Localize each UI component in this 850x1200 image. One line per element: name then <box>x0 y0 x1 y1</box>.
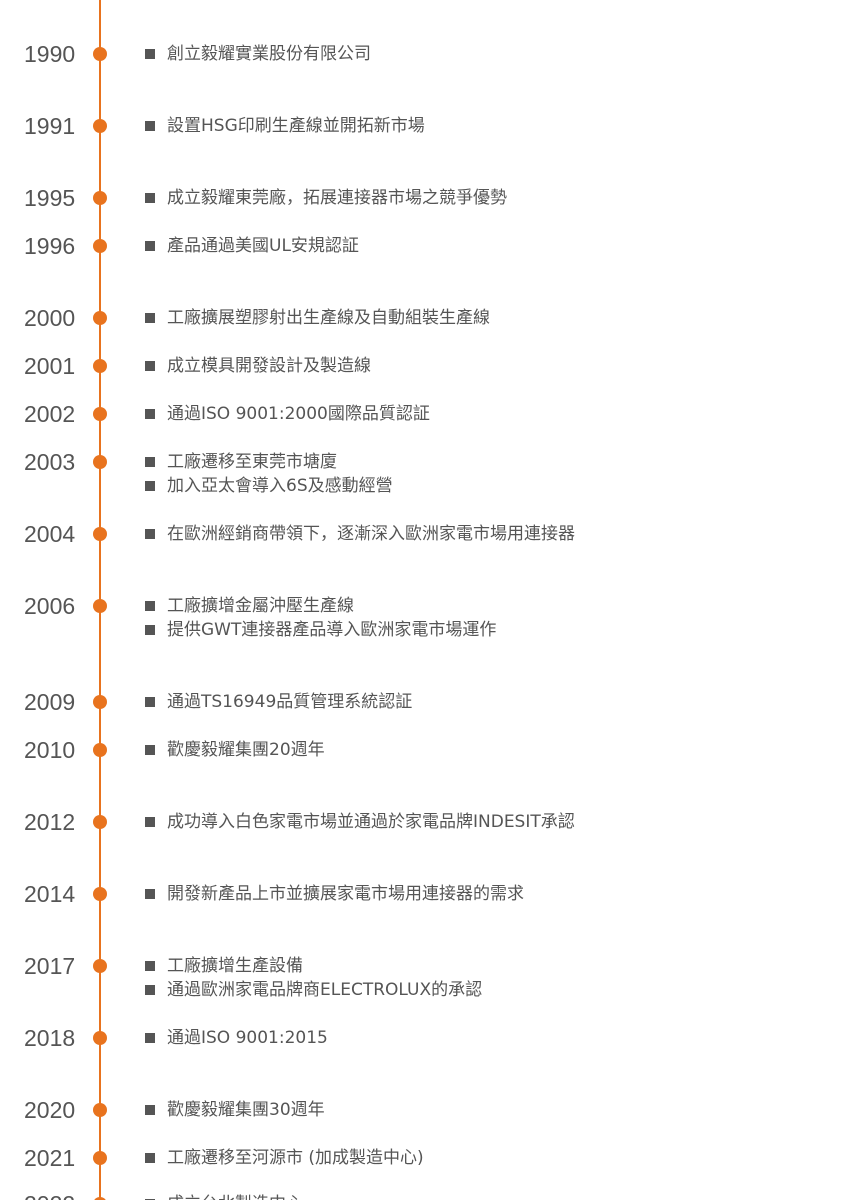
timeline-dot <box>93 1031 107 1045</box>
timeline-dot <box>93 815 107 829</box>
timeline-dot <box>93 455 107 469</box>
timeline-item-list: 工廠擴增金屬沖壓生產線 提供GWT連接器產品導入歐洲家電市場運作 <box>145 594 496 642</box>
timeline-year: 1990 <box>24 41 76 67</box>
timeline-item-list: 通過ISO 9001:2000國際品質認証 <box>145 402 430 426</box>
timeline-item: 通過ISO 9001:2000國際品質認証 <box>145 402 430 426</box>
timeline-dot <box>93 959 107 973</box>
timeline-year: 2010 <box>24 737 76 763</box>
timeline-item: 創立毅耀實業股份有限公司 <box>145 42 371 66</box>
timeline-item: 設置HSG印刷生產線並開拓新市場 <box>145 114 425 138</box>
timeline-dot <box>93 527 107 541</box>
timeline-item-list: 成立台北製造中心 <box>145 1192 303 1200</box>
timeline-item-list: 工廠遷移至東莞市塘廈 加入亞太會導入6S及感動經營 <box>145 450 393 498</box>
timeline-item: 工廠遷移至東莞市塘廈 <box>145 450 393 474</box>
timeline-dot <box>93 239 107 253</box>
timeline-item: 成立模具開發設計及製造線 <box>145 354 371 378</box>
timeline-year: 2021 <box>24 1145 76 1171</box>
timeline-year: 2009 <box>24 689 76 715</box>
timeline-dot <box>93 1151 107 1165</box>
timeline-item: 歡慶毅耀集團30週年 <box>145 1098 325 1122</box>
timeline-item: 通過TS16949品質管理系統認証 <box>145 690 412 714</box>
timeline-item-list: 歡慶毅耀集團30週年 <box>145 1098 325 1122</box>
timeline-item-list: 成立模具開發設計及製造線 <box>145 354 371 378</box>
timeline-dot <box>93 887 107 901</box>
timeline-item: 加入亞太會導入6S及感動經營 <box>145 474 393 498</box>
timeline-year: 2022 <box>24 1192 75 1200</box>
timeline-item: 開發新產品上市並擴展家電市場用連接器的需求 <box>145 882 524 906</box>
timeline-item: 歡慶毅耀集團20週年 <box>145 738 325 762</box>
timeline-item-list: 通過ISO 9001:2015 <box>145 1026 328 1050</box>
timeline-item-list: 設置HSG印刷生產線並開拓新市場 <box>145 114 425 138</box>
timeline-item-list: 產品通過美國UL安規認証 <box>145 234 359 258</box>
timeline-dot <box>93 743 107 757</box>
timeline-year: 1996 <box>24 233 76 259</box>
timeline-year: 2012 <box>24 809 76 835</box>
timeline-dot <box>93 119 107 133</box>
timeline-item-list: 在歐洲經銷商帶領下，逐漸深入歐洲家電市場用連接器 <box>145 522 575 546</box>
timeline-item: 工廠遷移至河源市 (加成製造中心) <box>145 1146 424 1170</box>
timeline-dot <box>93 599 107 613</box>
timeline-dot <box>93 407 107 421</box>
timeline-year: 2017 <box>24 953 76 979</box>
timeline-year: 2004 <box>24 521 76 547</box>
timeline-item-list: 工廠遷移至河源市 (加成製造中心) <box>145 1146 424 1170</box>
timeline-item: 產品通過美國UL安規認証 <box>145 234 359 258</box>
timeline-year: 2003 <box>24 449 76 475</box>
timeline-dot <box>93 47 107 61</box>
timeline-year: 1995 <box>24 185 76 211</box>
timeline-item-list: 成立毅耀東莞廠，拓展連接器市場之競爭優勢 <box>145 186 507 210</box>
timeline-item: 通過歐洲家電品牌商ELECTROLUX的承認 <box>145 978 482 1002</box>
timeline-item-list: 創立毅耀實業股份有限公司 <box>145 42 371 66</box>
timeline-item-list: 工廠擴增生產設備 通過歐洲家電品牌商ELECTROLUX的承認 <box>145 954 482 1002</box>
timeline-item: 提供GWT連接器產品導入歐洲家電市場運作 <box>145 618 496 642</box>
timeline-item: 工廠擴增金屬沖壓生產線 <box>145 594 496 618</box>
timeline-year: 2020 <box>24 1097 76 1123</box>
timeline-item-list: 通過TS16949品質管理系統認証 <box>145 690 412 714</box>
timeline-entry: 2022 成立台北製造中心 <box>0 1192 850 1200</box>
timeline-year: 2018 <box>24 1025 76 1051</box>
timeline-year: 2001 <box>24 353 76 379</box>
timeline-year: 1991 <box>24 113 76 139</box>
timeline-item-list: 歡慶毅耀集團20週年 <box>145 738 325 762</box>
timeline-item: 成立台北製造中心 <box>145 1192 303 1200</box>
timeline-item: 通過ISO 9001:2015 <box>145 1026 328 1050</box>
timeline-year: 2006 <box>24 593 76 619</box>
timeline-year: 2014 <box>24 881 76 907</box>
timeline-item-list: 成功導入白色家電市場並通過於家電品牌INDESIT承認 <box>145 810 575 834</box>
timeline-item: 成功導入白色家電市場並通過於家電品牌INDESIT承認 <box>145 810 575 834</box>
timeline-item-list: 開發新產品上市並擴展家電市場用連接器的需求 <box>145 882 524 906</box>
timeline-item: 工廠擴增生產設備 <box>145 954 482 978</box>
timeline-dot <box>93 1197 107 1200</box>
timeline-item: 成立毅耀東莞廠，拓展連接器市場之競爭優勢 <box>145 186 507 210</box>
timeline-dot <box>93 695 107 709</box>
timeline-item: 在歐洲經銷商帶領下，逐漸深入歐洲家電市場用連接器 <box>145 522 575 546</box>
timeline-year: 2000 <box>24 305 76 331</box>
timeline-dot <box>93 311 107 325</box>
timeline-item: 工廠擴展塑膠射出生產線及自動組裝生產線 <box>145 306 490 330</box>
timeline-dot <box>93 1103 107 1117</box>
timeline-year: 2002 <box>24 401 76 427</box>
timeline-dot <box>93 191 107 205</box>
timeline-dot <box>93 359 107 373</box>
timeline-item-list: 工廠擴展塑膠射出生產線及自動組裝生產線 <box>145 306 490 330</box>
